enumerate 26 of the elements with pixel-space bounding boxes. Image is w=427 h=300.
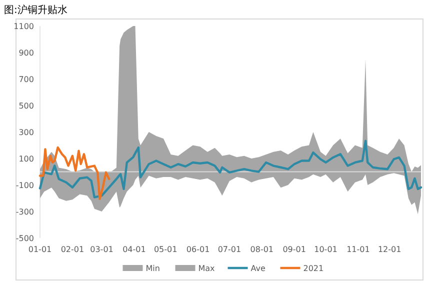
legend-label: Min (146, 264, 160, 273)
y-tick-label: 300 (18, 128, 34, 137)
y-tick-label: -500 (16, 234, 34, 243)
x-tick-label: 05-01 (154, 245, 178, 254)
x-tick-label: 01-01 (28, 245, 52, 254)
y-tick-label: 900 (18, 48, 34, 58)
x-tick-label: 06-01 (186, 245, 210, 254)
legend-label: Ave (250, 264, 266, 273)
y-tick-label: 700 (18, 75, 34, 84)
x-tick-label: 04-01 (122, 245, 146, 254)
chart-title: 图:沪铜升贴水 (4, 4, 68, 16)
x-tick-label: 09-01 (282, 245, 306, 254)
x-tick-label: 03-01 (90, 245, 114, 254)
x-tick-label: 02-01 (60, 245, 84, 254)
x-tick-label: 10-01 (314, 245, 338, 254)
y-tick-label: -300 (16, 208, 34, 216)
x-tick-label: 07-01 (218, 245, 242, 254)
legend-label: 2021 (303, 264, 324, 273)
y-tick-label: 1100 (14, 22, 34, 31)
y-tick-label: 500 (18, 102, 34, 110)
x-tick-label: 12-01 (378, 245, 402, 254)
x-tick-label: 11-01 (346, 245, 370, 254)
y-tick-label: -100 (16, 181, 34, 190)
x-tick-label: 08-01 (250, 245, 274, 254)
y-tick-label: 100 (18, 154, 34, 164)
legend-label: Max (198, 264, 216, 273)
